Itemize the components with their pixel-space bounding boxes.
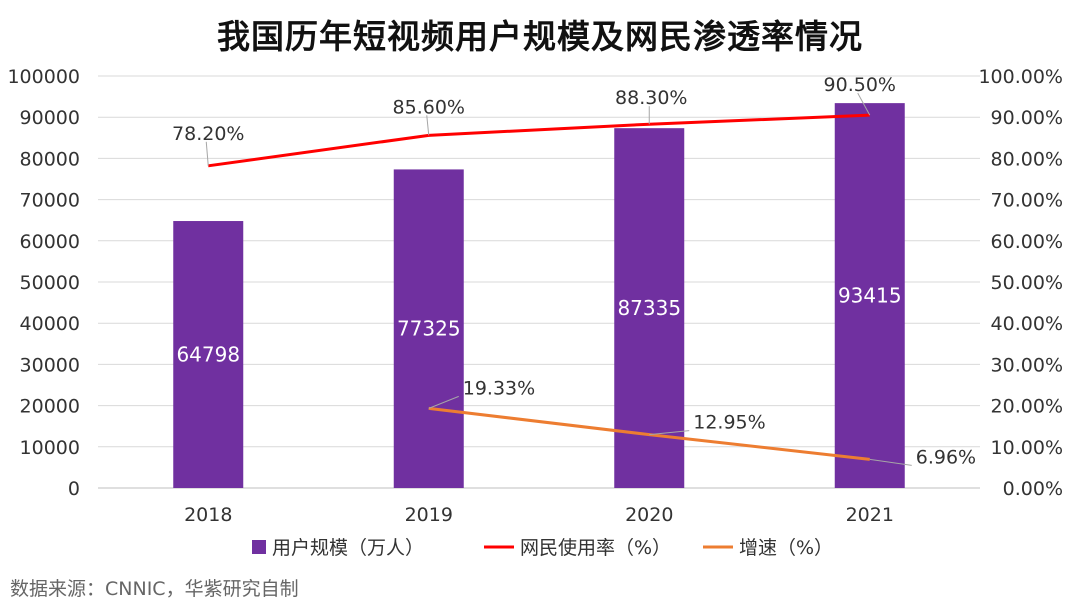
y-left-tick-label: 70000 (20, 190, 80, 212)
series-lines (208, 113, 870, 461)
source-note: 数据来源：CNNIC，华紫研究自制 (10, 578, 299, 600)
data-labels: 64798 77325 87335 93415 78.20% 85.60% 88.30% 90… (172, 74, 976, 468)
leader-line (205, 141, 209, 166)
line-value-label: 88.30% (615, 87, 687, 109)
y-right-tick-label: 50.00% (991, 272, 1063, 294)
y-right-tick-label: 10.00% (991, 437, 1063, 459)
bar (393, 169, 464, 488)
bar-value-label: 64798 (176, 343, 240, 367)
y-left-tick-label: 90000 (20, 107, 80, 129)
line-value-label: 78.20% (172, 123, 244, 145)
x-tick-label: 2019 (405, 504, 453, 526)
y-left-tick-label: 50000 (20, 272, 80, 294)
legend-label: 增速（%） (739, 537, 833, 559)
bar-value-label: 87335 (617, 296, 681, 320)
y-right-tick-label: 20.00% (991, 396, 1063, 418)
axes: 0 0.00% 10000 10.00% 20000 20.00% 30000 30.00% 4… (7, 66, 1063, 526)
x-tick-label: 2021 (846, 504, 894, 526)
line-value-label: 90.50% (824, 74, 896, 96)
legend-label: 用户规模（万人） (272, 537, 424, 559)
line-value-label: 12.95% (693, 412, 765, 434)
leader-line (857, 92, 871, 116)
line-value-label: 6.96% (916, 446, 976, 468)
x-tick-label: 2018 (184, 504, 232, 526)
bar (834, 103, 905, 489)
y-left-tick-label: 30000 (20, 354, 80, 376)
bars (173, 103, 905, 489)
chart-title: 我国历年短视频用户规模及网民渗透率情况 (217, 17, 863, 56)
y-right-tick-label: 40.00% (991, 313, 1063, 335)
legend-label: 网民使用率（%） (520, 537, 671, 559)
bar-value-label: 77325 (397, 317, 461, 341)
y-left-tick-label: 80000 (20, 148, 80, 170)
y-right-tick-label: 100.00% (978, 66, 1063, 88)
leader-line (428, 395, 459, 409)
bar (614, 128, 685, 488)
y-right-tick-label: 0.00% (1003, 478, 1063, 500)
y-left-tick-label: 40000 (20, 313, 80, 335)
y-right-tick-label: 30.00% (991, 354, 1063, 376)
legend-swatch (252, 540, 266, 554)
y-left-tick-label: 60000 (20, 231, 80, 253)
x-tick-label: 2020 (625, 504, 673, 526)
y-right-tick-label: 90.00% (991, 107, 1063, 129)
y-left-tick-label: 100000 (7, 66, 80, 88)
legend: 用户规模（万人） 网民使用率（%） 增速（%） (252, 537, 833, 559)
y-right-tick-label: 80.00% (991, 148, 1063, 170)
y-left-tick-label: 10000 (20, 437, 80, 459)
y-left-tick-label: 20000 (20, 396, 80, 418)
y-right-tick-label: 60.00% (991, 231, 1063, 253)
y-right-tick-label: 70.00% (991, 190, 1063, 212)
y-left-tick-label: 0 (68, 478, 80, 500)
bar-value-label: 93415 (838, 284, 902, 308)
line-value-label: 19.33% (463, 377, 535, 399)
line-value-label: 85.60% (393, 96, 465, 118)
leader-line (649, 430, 690, 436)
bar (173, 221, 244, 489)
series-line (208, 113, 870, 168)
leader-line (426, 115, 430, 136)
leader-line (869, 458, 912, 466)
